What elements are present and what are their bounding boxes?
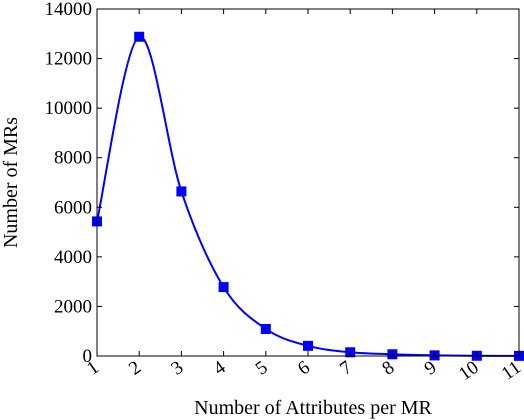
- y-tick-label: 8000: [54, 148, 92, 169]
- x-tick-label: 7: [336, 357, 356, 380]
- plot-area: [92, 31, 524, 361]
- y-axis: 0 2000 4000 6000 8000 10000 12000 14000: [45, 0, 519, 367]
- data-point-marker: [176, 186, 187, 197]
- data-point-marker: [134, 31, 145, 42]
- y-tick-label: 6000: [54, 197, 92, 218]
- x-tick-label: 1: [83, 357, 103, 380]
- x-tick-label: 6: [294, 357, 314, 380]
- x-tick-label: 3: [167, 357, 187, 380]
- y-axis-label: Number of MRs: [0, 117, 22, 248]
- x-tick-label: 4: [210, 357, 230, 380]
- x-tick-label: 5: [252, 357, 272, 380]
- data-point-marker: [218, 282, 229, 293]
- y-tick-label: 10000: [45, 98, 93, 119]
- x-tick-label: 10: [455, 357, 483, 385]
- x-tick-label: 2: [125, 357, 145, 380]
- x-axis: 1 2 3 4 5 6 7 8 9 10 11: [83, 9, 524, 385]
- data-point-marker: [260, 323, 271, 334]
- x-tick-label: 8: [378, 357, 398, 380]
- series-line: [96, 35, 520, 357]
- x-axis-label: Number of Attributes per MR: [194, 397, 432, 419]
- y-tick-label: 0: [83, 346, 93, 367]
- y-tick-label: 4000: [54, 247, 92, 268]
- y-tick-label: 12000: [45, 49, 93, 70]
- x-tick-label: 11: [498, 357, 524, 385]
- data-point-marker: [303, 340, 313, 351]
- plot-frame: [96, 8, 520, 357]
- y-tick-label: 14000: [45, 0, 93, 20]
- y-tick-label: 2000: [54, 296, 92, 317]
